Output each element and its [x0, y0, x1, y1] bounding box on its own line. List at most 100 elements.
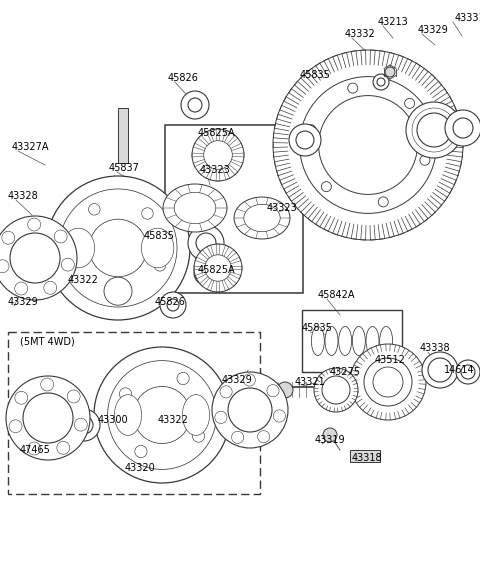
Ellipse shape: [366, 326, 379, 356]
Circle shape: [417, 113, 451, 147]
Circle shape: [212, 372, 288, 448]
Circle shape: [108, 360, 216, 469]
Circle shape: [322, 376, 350, 404]
Circle shape: [15, 391, 28, 404]
Circle shape: [194, 244, 242, 292]
Circle shape: [120, 388, 132, 400]
Circle shape: [133, 387, 191, 443]
Circle shape: [88, 204, 100, 215]
Text: 43329: 43329: [222, 375, 253, 385]
Text: 45825A: 45825A: [198, 128, 236, 138]
Ellipse shape: [244, 204, 280, 232]
Circle shape: [205, 255, 231, 281]
Text: 45835: 45835: [144, 231, 175, 241]
Circle shape: [215, 411, 227, 424]
Circle shape: [277, 382, 293, 398]
Circle shape: [321, 182, 331, 192]
Text: 43332: 43332: [345, 29, 376, 39]
Circle shape: [74, 418, 87, 431]
Ellipse shape: [114, 395, 142, 435]
Bar: [20, 220, 28, 223]
Text: 43323: 43323: [200, 165, 231, 175]
Circle shape: [364, 358, 412, 406]
Circle shape: [300, 77, 436, 214]
Circle shape: [323, 428, 337, 442]
Text: 43338: 43338: [420, 343, 451, 353]
Circle shape: [231, 431, 244, 443]
Circle shape: [108, 287, 120, 299]
Circle shape: [314, 368, 358, 412]
Bar: [302, 310, 402, 372]
Circle shape: [6, 376, 90, 460]
Circle shape: [181, 91, 209, 119]
Text: 45825A: 45825A: [198, 265, 236, 275]
Circle shape: [420, 155, 430, 165]
Text: 43323: 43323: [267, 203, 298, 213]
Circle shape: [46, 176, 190, 320]
Ellipse shape: [174, 192, 216, 223]
Text: 43318: 43318: [352, 453, 383, 463]
Circle shape: [289, 124, 321, 156]
Circle shape: [373, 74, 389, 90]
Circle shape: [68, 409, 100, 441]
Circle shape: [104, 277, 132, 305]
Text: 43512: 43512: [375, 355, 406, 365]
Ellipse shape: [163, 184, 227, 232]
Text: 45826: 45826: [168, 73, 199, 83]
Circle shape: [57, 441, 70, 455]
Text: 43213: 43213: [378, 17, 409, 27]
Circle shape: [2, 231, 15, 244]
Circle shape: [385, 67, 395, 77]
Text: 43319: 43319: [315, 435, 346, 445]
Text: 43275: 43275: [330, 367, 361, 377]
Circle shape: [377, 78, 385, 86]
Text: 43329: 43329: [418, 25, 449, 35]
Circle shape: [192, 430, 204, 442]
Circle shape: [188, 225, 224, 261]
Ellipse shape: [352, 326, 365, 356]
Circle shape: [204, 141, 232, 169]
Circle shape: [196, 233, 216, 253]
Ellipse shape: [142, 228, 174, 268]
Circle shape: [350, 344, 426, 420]
Circle shape: [59, 189, 177, 307]
Ellipse shape: [325, 326, 338, 356]
Ellipse shape: [182, 395, 210, 435]
Text: 43331T: 43331T: [455, 13, 480, 23]
Circle shape: [445, 110, 480, 146]
Ellipse shape: [380, 326, 393, 356]
Circle shape: [243, 374, 255, 386]
Circle shape: [378, 197, 388, 207]
Text: 45835: 45835: [302, 323, 333, 333]
Ellipse shape: [234, 197, 290, 239]
Circle shape: [9, 420, 22, 433]
Circle shape: [94, 347, 230, 483]
Circle shape: [10, 233, 60, 283]
Circle shape: [15, 282, 28, 295]
Text: 43322: 43322: [158, 415, 189, 425]
Circle shape: [422, 352, 458, 388]
Text: 45835: 45835: [300, 70, 331, 80]
Circle shape: [220, 386, 232, 398]
Bar: [350, 450, 380, 462]
Circle shape: [453, 118, 473, 138]
Circle shape: [373, 367, 403, 397]
Circle shape: [192, 129, 244, 181]
Circle shape: [348, 83, 358, 93]
Circle shape: [160, 292, 186, 318]
Circle shape: [142, 208, 153, 219]
Circle shape: [296, 131, 314, 149]
Circle shape: [188, 98, 202, 112]
Text: 45826: 45826: [155, 297, 186, 307]
Circle shape: [41, 378, 54, 391]
Circle shape: [167, 299, 179, 311]
Circle shape: [258, 431, 270, 443]
Circle shape: [54, 230, 67, 243]
Circle shape: [23, 393, 73, 443]
Text: 45842A: 45842A: [318, 290, 356, 300]
Circle shape: [89, 219, 147, 277]
Circle shape: [68, 253, 80, 264]
Circle shape: [273, 50, 463, 240]
Circle shape: [428, 358, 452, 382]
Circle shape: [456, 360, 480, 384]
